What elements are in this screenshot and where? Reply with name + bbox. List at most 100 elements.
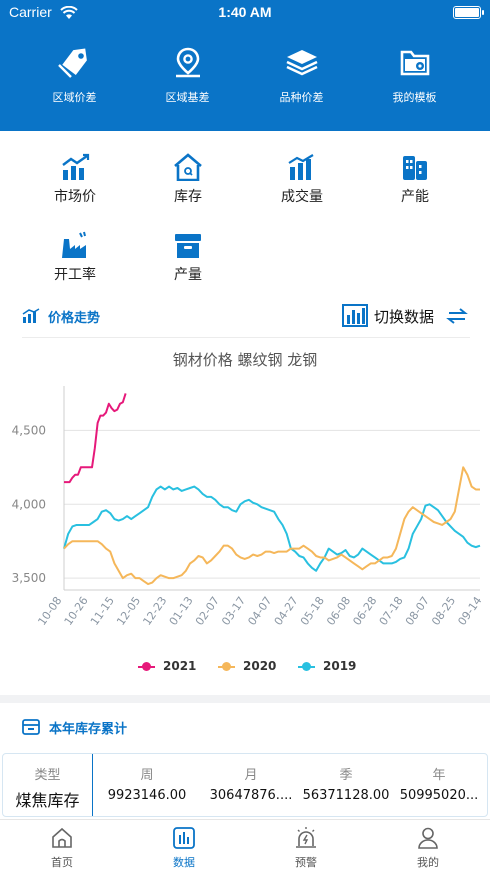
x-tick-label: 08-07 [403,594,432,628]
legend-item-2021[interactable]: 2021 [138,656,196,676]
price-trend-header: 价格走势 切换数据 [22,303,470,333]
grid-label: 产能 [401,189,429,205]
cell-value: 9923146.00 [107,788,187,803]
column-header: 年 [432,768,446,783]
cell-value: 30647876.... [209,788,293,803]
legend-item-2020[interactable]: 2020 [218,656,276,676]
inventory-col-month: 月 30647876.... [201,754,301,816]
y-tick-label: 4,500 [12,423,46,437]
x-tick-label: 04-07 [245,594,274,628]
top-nav-label: 品种价差 [279,91,324,104]
section-divider [0,695,490,703]
x-tick-label: 08-25 [429,594,458,628]
wifi-icon [60,5,78,24]
inventory-col-quarter: 季 56371128.00 [301,754,391,816]
column-separator [92,754,93,816]
app-header: Carrier 1:40 AM 区域价差 区域基差 品种价差 我的模板 [0,0,490,131]
chart-legend: 2021 2020 2019 [0,656,490,676]
tab-label: 数据 [173,856,195,869]
grid-output[interactable]: 产量 [148,231,228,284]
inventory-title: 本年库存累计 [49,722,128,737]
tab-home[interactable]: 首页 [22,826,102,870]
x-tick-label: 07-18 [377,594,406,628]
chart-title: 钢材价格 螺纹钢 龙钢 [172,351,318,369]
series-line-2019 [63,485,481,572]
feature-grid: 市场价 库存 成交量 产能 开工率 产量 [0,131,490,296]
x-tick-label: 05-18 [298,594,327,628]
grid-label: 开工率 [54,267,96,283]
alarm-icon [296,827,316,848]
home-icon [52,827,72,848]
inventory-col-year: 年 50995020... [391,754,487,816]
column-header: 周 [140,768,154,783]
status-time: 1:40 AM [218,4,272,20]
inventory-table: 类型 煤焦库存 周 9923146.00 月 30647876.... 季 56… [2,753,488,817]
column-header: 季 [339,768,353,783]
series-line-2020 [63,466,480,586]
switch-data-button[interactable]: 切换数据 [342,303,470,329]
swap-arrows-icon [446,308,468,324]
legend-label: 2019 [323,659,357,673]
x-tick-label: 06-08 [324,594,353,628]
grid-label: 产量 [174,267,202,283]
user-icon [418,827,438,849]
x-tick-label: 03-17 [219,594,248,628]
switch-data-label: 切换数据 [374,308,435,326]
top-nav-variety-spread[interactable]: 品种价差 [245,46,358,105]
legend-item-2019[interactable]: 2019 [298,656,356,676]
layers-icon [285,50,318,76]
divider [22,337,470,338]
bar-chart-small-icon [22,308,40,323]
y-tick-label: 3,500 [12,571,46,585]
grid-volume[interactable]: 成交量 [262,153,342,206]
x-tick-label: 09-14 [455,594,484,628]
cell-value: 煤焦库存 [15,791,80,810]
cell-value: 50995020... [399,788,479,803]
factory-icon [62,231,86,258]
price-chart: 3,500 4,000 4,500 10-08 10-26 11-15 12-05 12-23… [0,380,490,655]
tab-data[interactable]: 数据 [144,826,224,870]
tab-profile[interactable]: 我的 [388,826,468,870]
grid-label: 成交量 [281,189,323,205]
grid-capacity[interactable]: 产能 [375,153,455,206]
tab-alert[interactable]: 预警 [266,826,346,870]
folder-settings-icon [400,50,429,76]
top-nav-my-templates[interactable]: 我的模板 [358,46,471,105]
column-header: 类型 [34,768,61,783]
x-tick-label: 10-26 [62,594,91,628]
inventory-col-week: 周 9923146.00 [93,754,201,816]
column-chart-icon [342,304,368,327]
cell-value: 56371128.00 [302,788,390,803]
top-nav-label: 区域价差 [52,91,97,104]
tab-bar: 首页 数据 预警 我的 [0,819,490,876]
tag-icon [57,48,87,78]
column-header: 月 [244,768,258,783]
x-tick-label: 04-27 [272,594,301,628]
top-nav-region-basis[interactable]: 区域基差 [131,46,244,105]
top-nav-region-spread[interactable]: 区域价差 [18,46,131,105]
grid-operating-rate[interactable]: 开工率 [35,231,115,284]
grid-inventory[interactable]: 库存 [148,153,228,206]
bar-trend-icon [62,153,90,180]
tab-label: 我的 [417,856,439,869]
status-bar: Carrier 1:40 AM [0,0,490,26]
x-tick-label: 12-23 [140,594,169,628]
legend-label: 2020 [243,659,277,673]
grid-market-price[interactable]: 市场价 [35,153,115,206]
volume-chart-icon [288,154,314,180]
x-tick-label: 01-13 [167,594,196,628]
carrier-label: Carrier [9,4,52,20]
price-trend-title: 价格走势 [48,311,101,326]
x-tick-label: 11-15 [88,594,117,628]
x-tick-label: 10-08 [35,594,64,628]
y-tick-label: 4,000 [12,497,46,511]
top-nav-label: 我的模板 [392,91,437,104]
tab-label: 预警 [295,856,317,869]
series-line-2021 [64,393,127,484]
tab-label: 首页 [51,856,73,869]
grid-label: 市场价 [54,189,96,205]
legend-label: 2021 [163,659,197,673]
x-tick-label: 12-05 [114,594,143,628]
top-nav: 区域价差 区域基差 品种价差 我的模板 [0,46,490,110]
top-nav-label: 区域基差 [165,91,210,104]
